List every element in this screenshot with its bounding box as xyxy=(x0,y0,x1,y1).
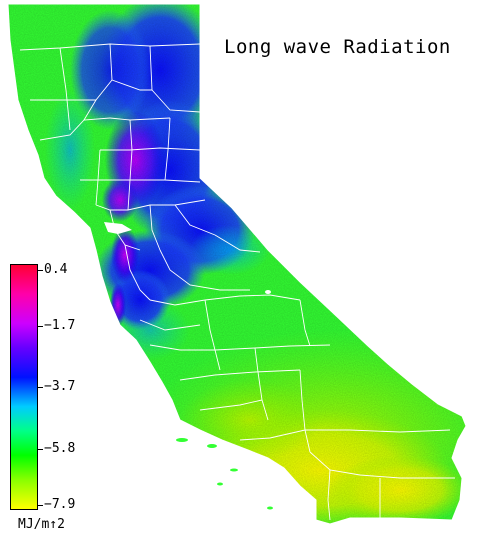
channel-islands xyxy=(176,438,273,510)
legend-unit: MJ/m↑2 xyxy=(18,517,65,532)
legend-tick xyxy=(38,449,43,450)
map-title: Long wave Radiation xyxy=(224,36,451,58)
bay-water xyxy=(104,222,132,234)
legend-label-2: −1.7 xyxy=(44,318,76,333)
legend-label-max: 0.4 xyxy=(44,262,68,277)
legend-label-3: −3.7 xyxy=(44,379,76,394)
legend-label-4: −5.8 xyxy=(44,441,76,456)
legend-label-min: −7.9 xyxy=(44,497,76,512)
legend-tick xyxy=(38,505,43,506)
lake-water xyxy=(265,290,271,294)
legend-tick xyxy=(38,326,43,327)
legend-tick xyxy=(38,270,43,271)
county-boundaries xyxy=(19,43,455,521)
legend-tick xyxy=(38,387,43,388)
color-scale-bar xyxy=(10,264,38,510)
state-outline xyxy=(7,3,467,525)
